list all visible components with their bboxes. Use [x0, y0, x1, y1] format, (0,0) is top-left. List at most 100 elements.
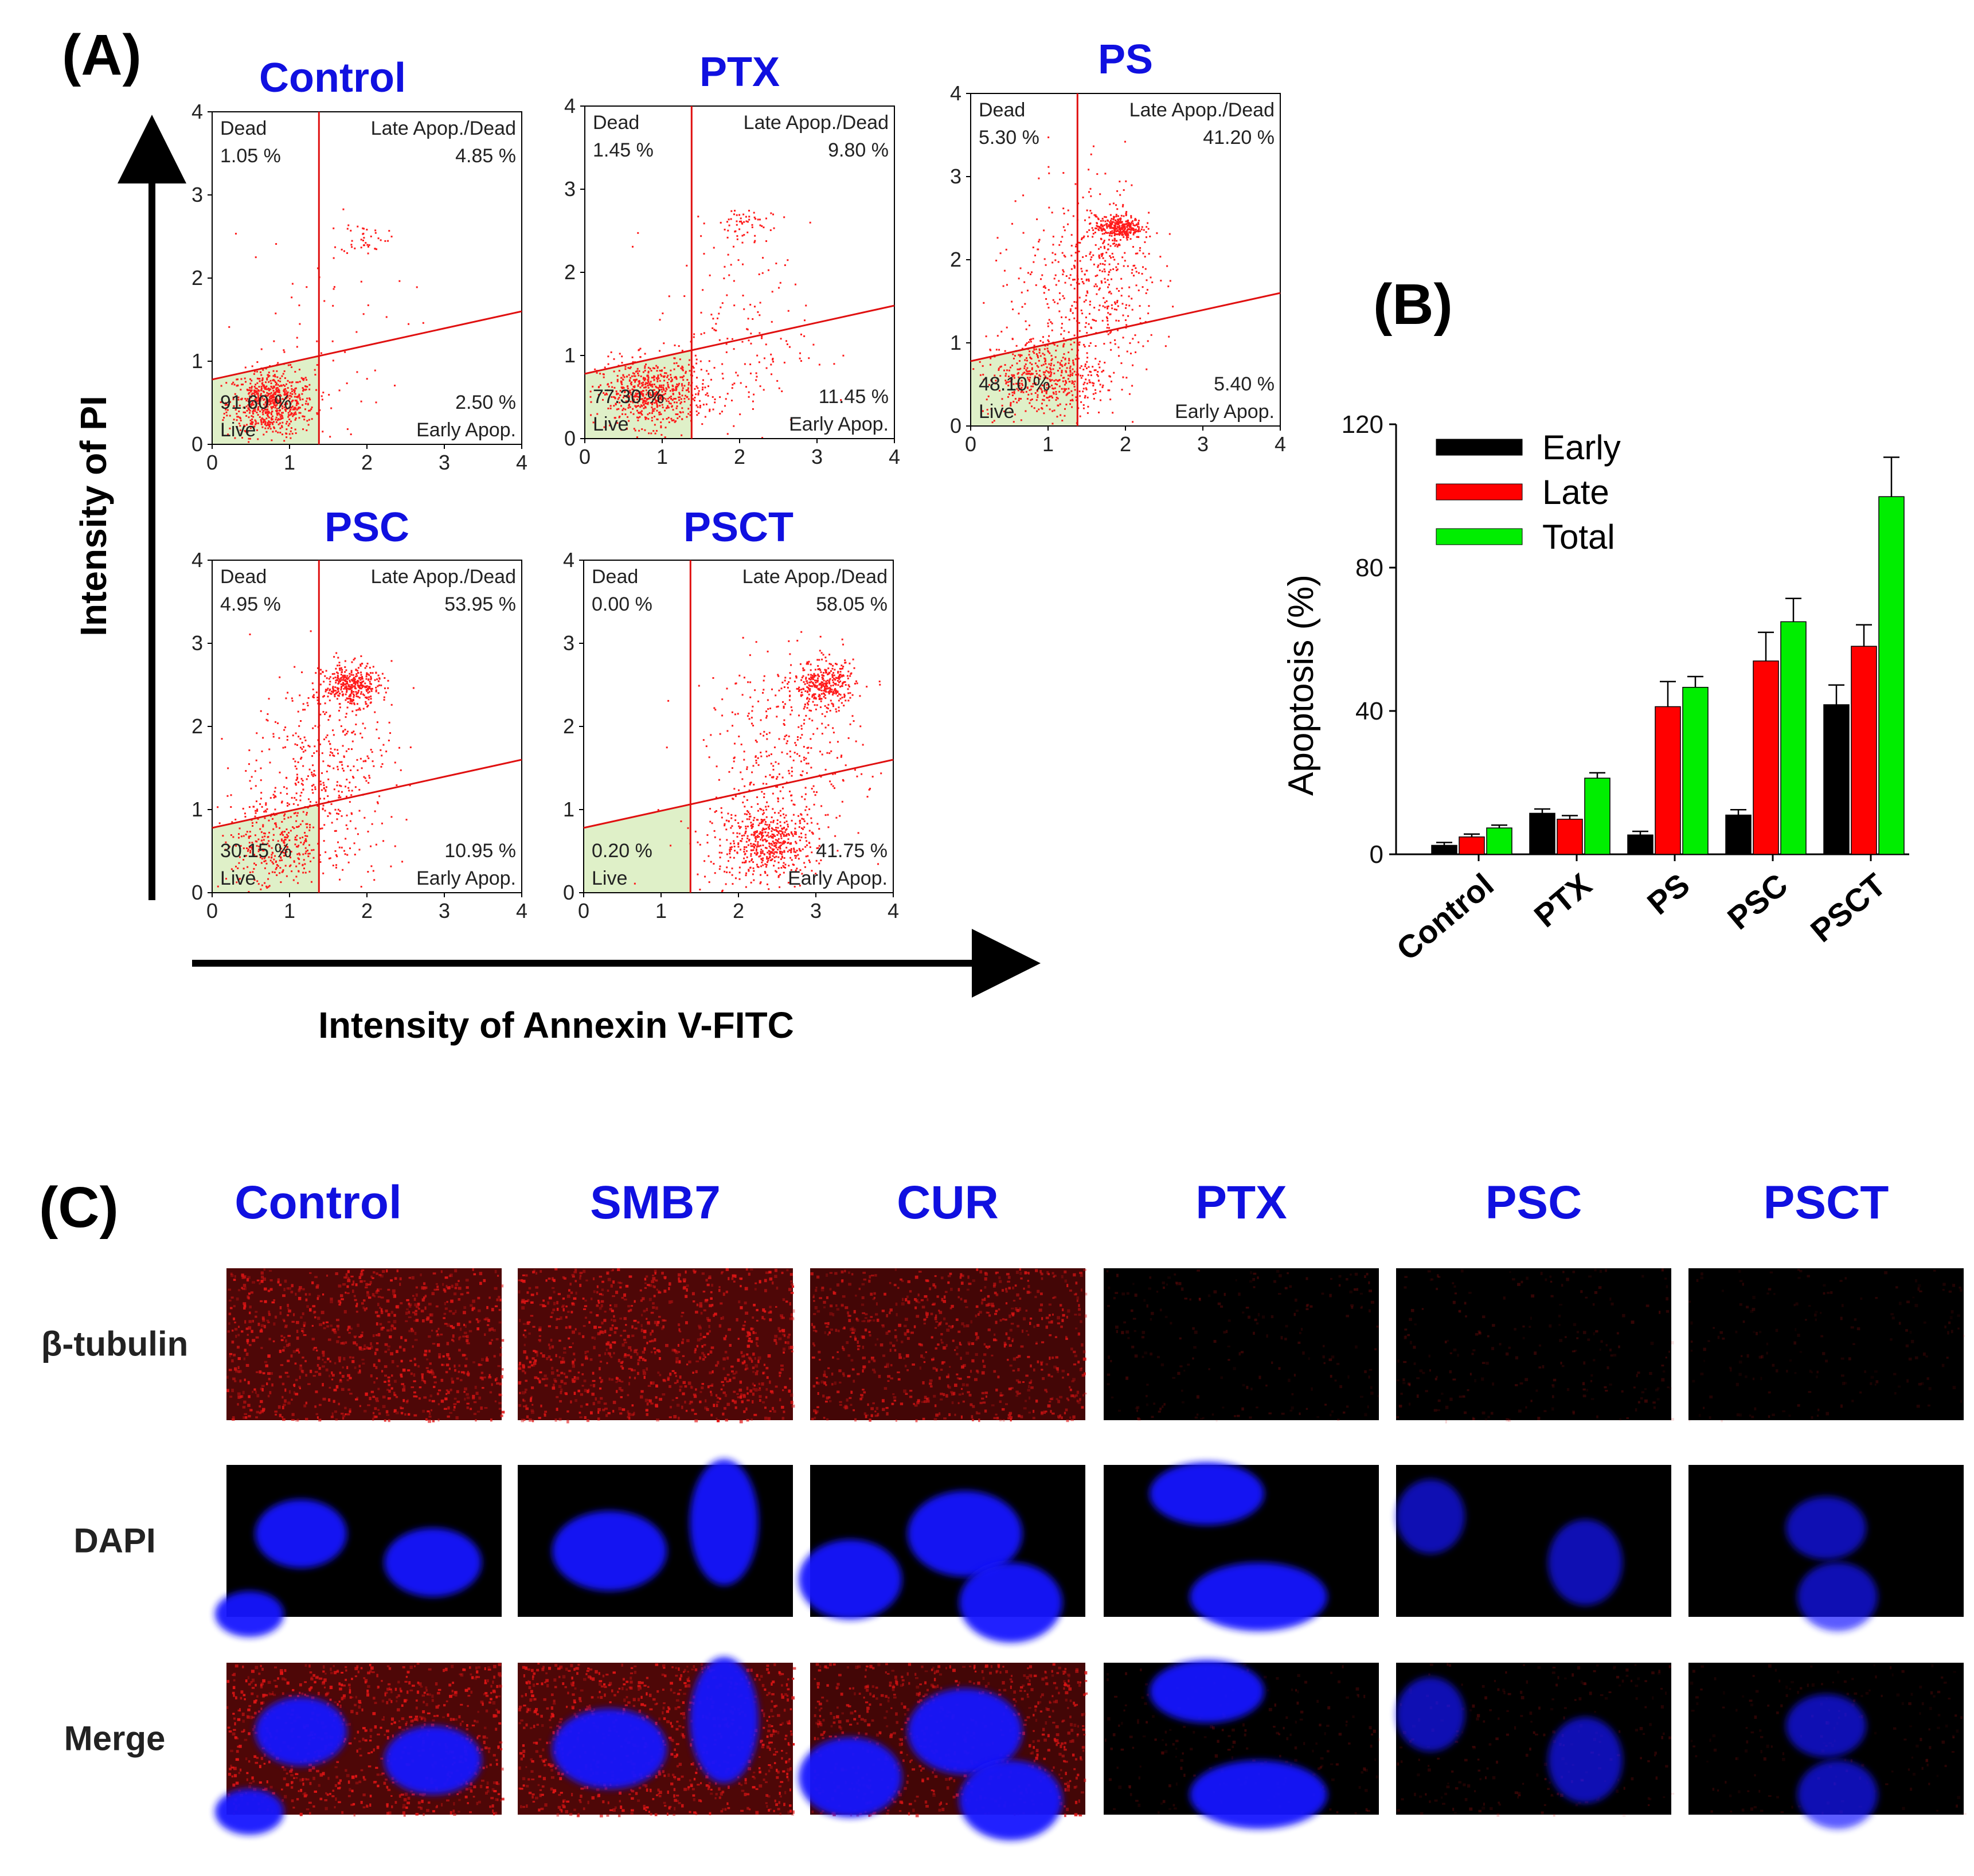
micro-cur-merge	[799, 1663, 1088, 1840]
y-tick-label: 2	[191, 266, 203, 290]
micro-ptx-dapi	[1104, 1462, 1379, 1631]
y-tick-label: 1	[564, 343, 576, 367]
bar-category-label: Control	[1390, 866, 1500, 967]
quadrant-dead-label: Dead	[220, 118, 267, 139]
quadrant-live-value: 48.10 %	[979, 373, 1050, 395]
nucleus	[255, 1697, 347, 1766]
tubulin-signal	[1106, 1269, 1379, 1422]
quadrant-early-label: Early Apop.	[1175, 401, 1275, 423]
legend-swatch	[1436, 439, 1523, 456]
bar-category-label: PS	[1640, 866, 1697, 921]
quadrant-live-value: 77.30 %	[593, 386, 664, 408]
nucleus	[1548, 1717, 1623, 1803]
y-tick-label: 4	[563, 548, 574, 572]
micro-tile-background	[1104, 1268, 1379, 1420]
x-tick-label: 2	[361, 899, 373, 923]
quadrant-early-label: Early Apop.	[789, 413, 889, 435]
y-tick-label: 3	[191, 631, 203, 655]
legend-label: Early	[1542, 428, 1621, 467]
nucleus	[1150, 1660, 1264, 1723]
nucleus	[384, 1726, 482, 1795]
micro-psct-merge	[1688, 1663, 1967, 1829]
micro-smb7-merge	[518, 1657, 796, 1818]
bar-y-tick-label: 0	[1370, 841, 1383, 869]
micro-smb7-tubulin	[518, 1268, 795, 1424]
x-tick-label: 0	[579, 445, 591, 468]
y-tick-label: 2	[191, 714, 203, 738]
y-tick-label: 1	[563, 798, 574, 821]
quadrant-early-value: 10.95 %	[444, 840, 516, 862]
micro-column-title: CUR	[897, 1177, 999, 1229]
x-tick-label: 1	[1042, 432, 1054, 456]
bar-late-psc	[1753, 660, 1779, 855]
quadrant-late-label: Late Apop./Dead	[371, 118, 516, 139]
y-tick-label: 4	[950, 81, 961, 105]
nucleus	[690, 1459, 759, 1585]
y-tick-label: 0	[950, 414, 961, 437]
x-tick-label: 2	[733, 899, 744, 923]
x-tick-label: 1	[655, 899, 667, 923]
legend-label: Late	[1542, 473, 1609, 511]
micro-psct-dapi	[1688, 1465, 1964, 1631]
quadrant-late-label: Late Apop./Dead	[744, 112, 889, 134]
tubulin-signal	[1396, 1268, 1675, 1424]
microscopy-panel: Control SMB7 CUR PTX PSC PSCT β-tubulin DAPI Mer…	[41, 1177, 1967, 1840]
quadrant-live-value: 91.60 %	[220, 392, 292, 413]
y-tick-label: 1	[191, 798, 203, 821]
nucleus	[799, 1539, 902, 1620]
y-tick-label: 4	[564, 94, 576, 118]
y-tick-label: 1	[950, 331, 961, 354]
x-tick-label: 2	[361, 451, 373, 474]
x-tick-label: 1	[284, 451, 295, 474]
nucleus	[215, 1789, 284, 1835]
bar-early-control	[1431, 845, 1457, 855]
flow-plot-psct: 00 1 1 2 2 3 3 4 4 Dead 0.00 % Late Apop./Dead 58.05…	[563, 505, 899, 923]
x-tick-label: 4	[516, 451, 527, 474]
panel-label-b: (B)	[1373, 272, 1453, 337]
plot-title: PS	[1098, 37, 1153, 83]
nucleus	[255, 1499, 347, 1568]
x-tick-label: 3	[811, 445, 823, 468]
quadrant-early-label: Early Apop.	[416, 867, 516, 889]
quadrant-early-label: Early Apop.	[416, 419, 516, 441]
panel-label-a: (A)	[62, 23, 142, 87]
nucleus	[690, 1657, 759, 1783]
tubulin-signal	[226, 1268, 505, 1423]
nucleus	[1786, 1694, 1866, 1757]
y-tick-label: 2	[950, 248, 961, 271]
micro-tile-background	[226, 1268, 502, 1420]
micro-smb7-dapi	[518, 1459, 793, 1617]
micro-control-dapi	[215, 1465, 502, 1637]
x-tick-label: 3	[810, 899, 822, 923]
y-tick-label: 0	[191, 881, 203, 904]
quadrant-live-label: Live	[593, 413, 628, 435]
micro-cur-tubulin	[810, 1268, 1088, 1422]
quadrant-live-label: Live	[979, 401, 1014, 423]
bar-total-psct	[1878, 496, 1905, 855]
x-tick-label: 4	[1275, 432, 1286, 456]
live-region	[212, 355, 319, 444]
quadrant-dead-value: 1.05 %	[220, 145, 281, 167]
micro-column-title: PSC	[1486, 1177, 1582, 1229]
y-tick-label: 1	[191, 349, 203, 373]
nucleus	[799, 1737, 902, 1818]
diagonal-gate	[584, 304, 895, 375]
flow-plot-ptx: 00 1 1 2 2 3 3 4 4 Dead 1.45 % Late Apop./Dead 9.80 …	[564, 49, 900, 468]
nucleus	[908, 1491, 1022, 1577]
bar-y-tick-label: 120	[1342, 411, 1383, 439]
nucleus	[1396, 1479, 1465, 1554]
bar-category-label: PTX	[1527, 866, 1598, 934]
quadrant-live-label: Live	[220, 867, 256, 889]
x-tick-label: 1	[656, 445, 668, 468]
scatter-points	[220, 208, 424, 443]
legend-label: Total	[1542, 518, 1615, 556]
annexin-axis-label: Intensity of Annexin V-FITC	[318, 1005, 794, 1046]
micro-psc-merge	[1396, 1663, 1675, 1817]
tubulin-signal	[1688, 1269, 1965, 1422]
diagonal-gate	[970, 292, 1281, 362]
x-tick-label: 0	[965, 432, 976, 456]
quadrant-late-value: 41.20 %	[1203, 127, 1275, 148]
quadrant-dead-label: Dead	[593, 112, 639, 134]
bar-early-ps	[1627, 834, 1654, 855]
y-tick-label: 0	[563, 881, 574, 904]
